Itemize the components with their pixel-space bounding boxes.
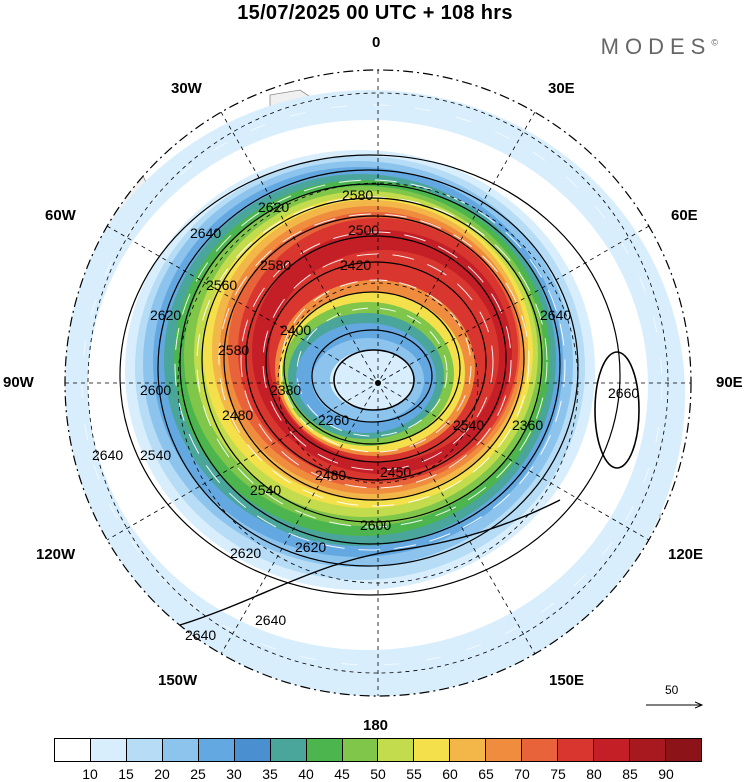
contour-label: 2260 xyxy=(318,412,349,428)
colorbar-tick-label: 50 xyxy=(370,766,386,782)
colorbar-swatch xyxy=(665,739,701,761)
colorbar-tick-label: 15 xyxy=(118,766,134,782)
colorbar-tick-label: 60 xyxy=(442,766,458,782)
colorbar-swatch xyxy=(55,739,91,761)
contour-label: 2600 xyxy=(140,382,171,398)
contour-label: 2420 xyxy=(340,257,371,273)
colorbar-swatch xyxy=(594,739,630,761)
colorbar-swatch xyxy=(486,739,523,761)
vector-reference-label: 50 xyxy=(665,683,679,697)
height-contours xyxy=(119,154,640,626)
wind-arrows xyxy=(81,104,663,666)
colorbar-tick-label: 45 xyxy=(334,766,350,782)
map-title: 15/07/2025 00 UTC + 108 hrs xyxy=(237,2,513,24)
lon-label-60e: 60E xyxy=(671,207,698,224)
colorbar-swatch xyxy=(198,739,235,761)
colorbar-tick-label: 25 xyxy=(190,766,206,782)
lon-label-150e: 150E xyxy=(549,672,585,689)
contour-label: 2400 xyxy=(280,322,311,338)
contour-label: 2640 xyxy=(92,447,123,463)
contour-label: 2580 xyxy=(342,187,373,203)
contour-label: 2540 xyxy=(250,482,281,498)
contour-label: 2580 xyxy=(218,342,249,358)
contour-label: 2560 xyxy=(206,277,237,293)
colorbar-swatch xyxy=(414,739,451,761)
lon-label-120e: 120E xyxy=(668,546,704,563)
contour-label: 2640 xyxy=(185,627,216,643)
colorbar-swatch xyxy=(126,739,163,761)
colorbar-swatch xyxy=(342,739,379,761)
colorbar-swatch xyxy=(234,739,271,761)
colorbar-tick-label: 70 xyxy=(514,766,530,782)
colorbar-swatch xyxy=(558,739,595,761)
contour-label: 2600 xyxy=(360,517,391,533)
contour-label: 2620 xyxy=(150,307,181,323)
lon-label-90w: 90W xyxy=(3,374,34,391)
contour-label: 2620 xyxy=(258,199,289,215)
contour-label-group: 2620 2580 2500 2640 2620 2560 2420 2400 … xyxy=(92,187,639,643)
contour-label: 2380 xyxy=(270,382,301,398)
colorbar-tick-label: 20 xyxy=(154,766,170,782)
contour-label: 2480 xyxy=(315,467,346,483)
colorbar-swatch xyxy=(162,739,199,761)
lon-label-60w: 60W xyxy=(45,207,76,224)
contour-label: 2360 xyxy=(512,417,543,433)
contour-label: 2640 xyxy=(255,612,286,628)
colorbar-swatch xyxy=(270,739,307,761)
colorbar xyxy=(54,738,702,762)
contour-label: 2450 xyxy=(380,464,411,480)
lon-label-30w: 30W xyxy=(171,80,202,97)
colorbar-tick-label: 75 xyxy=(550,766,566,782)
lon-label-90e: 90E xyxy=(716,374,743,391)
south-pole-marker xyxy=(375,380,381,386)
colorbar-swatch xyxy=(630,739,666,761)
colorbar-tick-label: 10 xyxy=(82,766,98,782)
colorbar-swatch xyxy=(522,739,559,761)
contour-label: 2540 xyxy=(140,447,171,463)
contour-label: 2640 xyxy=(540,307,571,323)
colorbar-swatch xyxy=(306,739,343,761)
lon-label-180: 180 xyxy=(363,717,389,734)
contour-label: 2500 xyxy=(348,222,379,238)
colorbar-tick-label: 90 xyxy=(658,766,674,782)
contour-label: 2620 xyxy=(230,545,261,561)
map-disk xyxy=(65,70,691,696)
colorbar-swatch xyxy=(378,739,415,761)
map-border xyxy=(64,69,692,697)
brand-logo: MODES© xyxy=(600,34,718,59)
contour-label: 2640 xyxy=(190,225,221,241)
colorbar-tick-label: 80 xyxy=(586,766,602,782)
colorbar-tick-label: 35 xyxy=(262,766,278,782)
colorbar-tick-label: 85 xyxy=(622,766,638,782)
vector-reference-arrow xyxy=(646,683,706,713)
colorbar-tick-label: 65 xyxy=(478,766,494,782)
colorbar-tick-label: 55 xyxy=(406,766,422,782)
contour-label: 2620 xyxy=(295,539,326,555)
contour-label: 2480 xyxy=(222,407,253,423)
lon-label-120w: 120W xyxy=(36,546,76,563)
lon-label-30e: 30E xyxy=(548,80,575,97)
colorbar-tick-label: 40 xyxy=(298,766,314,782)
contour-label: 2580 xyxy=(260,257,291,273)
contour-label: 2660 xyxy=(608,385,639,401)
colorbar-swatch xyxy=(450,739,487,761)
colorbar-tick-label: 30 xyxy=(226,766,242,782)
colorbar-swatch xyxy=(90,739,127,761)
lon-label-0: 0 xyxy=(372,34,381,51)
lon-label-150w: 150W xyxy=(158,672,198,689)
contour-label: 2540 xyxy=(453,417,484,433)
